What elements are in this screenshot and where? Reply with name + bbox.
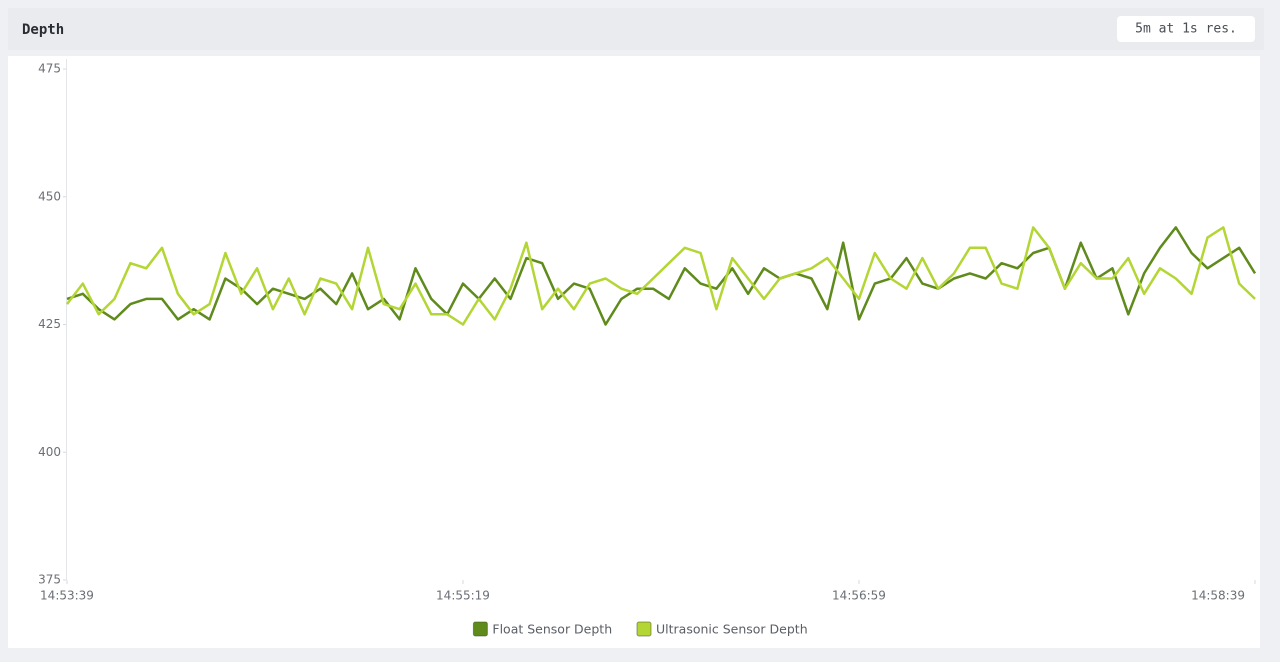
x-tick-label: 14:53:39: [40, 589, 94, 603]
legend-label: Float Sensor Depth: [492, 622, 612, 637]
y-tick-label: 425: [38, 317, 61, 331]
y-tick-label: 475: [38, 62, 61, 76]
y-tick-label: 375: [38, 573, 61, 587]
resolution-text: 5m at 1s res.: [1135, 22, 1237, 37]
y-tick-label: 450: [38, 189, 61, 203]
x-tick-label: 14:55:19: [436, 589, 490, 603]
legend-swatch: [636, 621, 652, 637]
panel-title: Depth: [22, 22, 64, 38]
resolution-badge: [1117, 16, 1255, 42]
plot-panel: [8, 56, 1260, 648]
plot-area: 375 400 425 450 475 14:53:39 14:55:19 14:56:59 1…: [38, 59, 1257, 637]
panel-header: [8, 8, 1264, 50]
x-tick-label: 14:58:39: [1191, 589, 1245, 603]
x-tick-label: 14:56:59: [832, 589, 886, 603]
data-line: [66, 226, 1256, 326]
y-tick-label: 400: [38, 445, 61, 459]
legend-label: Ultrasonic Sensor Depth: [656, 622, 808, 637]
legend-swatch: [472, 621, 488, 637]
